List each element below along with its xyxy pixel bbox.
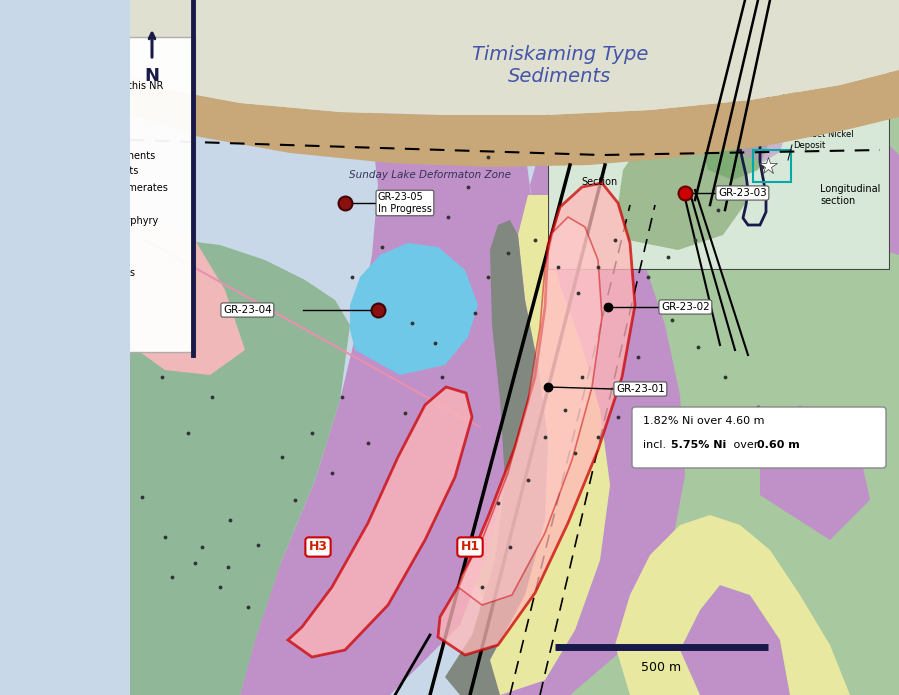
FancyBboxPatch shape <box>632 407 886 468</box>
Bar <box>13 46 30 56</box>
Text: Timiskaming Type Sediments: Timiskaming Type Sediments <box>13 151 156 161</box>
Polygon shape <box>615 515 850 695</box>
Polygon shape <box>830 130 899 255</box>
Polygon shape <box>680 585 790 695</box>
Polygon shape <box>130 225 245 375</box>
Text: Heterolithic Conglomerates: Heterolithic Conglomerates <box>34 183 168 193</box>
Text: GR-23-01: GR-23-01 <box>616 384 664 394</box>
Text: Section: Section <box>582 177 619 187</box>
Bar <box>13 166 30 176</box>
Polygon shape <box>130 70 899 167</box>
Bar <box>13 183 30 193</box>
Text: Mafic Intrusions: Mafic Intrusions <box>34 234 111 243</box>
Polygon shape <box>420 0 899 695</box>
Polygon shape <box>288 387 472 657</box>
Polygon shape <box>350 243 478 375</box>
Bar <box>13 215 30 226</box>
Text: Longitudinal
section: Longitudinal section <box>820 184 880 206</box>
Polygon shape <box>438 183 635 655</box>
Bar <box>13 303 30 313</box>
Polygon shape <box>445 220 548 695</box>
Text: Northern Volcanics: Northern Volcanics <box>13 201 105 211</box>
Text: over: over <box>730 440 761 450</box>
Polygon shape <box>458 217 602 605</box>
Text: 5.75% Ni: 5.75% Ni <box>671 440 726 450</box>
Polygon shape <box>130 240 350 695</box>
Text: Mineralized Zones: Mineralized Zones <box>34 63 123 74</box>
Bar <box>13 63 30 74</box>
Bar <box>13 286 30 296</box>
Text: N: N <box>145 67 159 85</box>
Text: 500 m: 500 m <box>642 661 681 674</box>
Text: 1.82% Ni over 4.60 m: 1.82% Ni over 4.60 m <box>643 416 764 426</box>
Text: Felsic Tuffs: Felsic Tuffs <box>34 286 86 296</box>
Text: GR-23-02: GR-23-02 <box>661 302 709 312</box>
Text: Ultramafic Rocks: Ultramafic Rocks <box>34 251 116 261</box>
Text: Graphitic Mudstones: Graphitic Mudstones <box>34 268 135 278</box>
Polygon shape <box>390 195 610 695</box>
Bar <box>13 251 30 261</box>
Text: Drillhole: Drillhole <box>34 116 75 126</box>
Polygon shape <box>130 265 280 695</box>
Text: Sunday Lake Deformaton Zone: Sunday Lake Deformaton Zone <box>349 170 511 180</box>
Bar <box>5 37 195 352</box>
Text: H3: H3 <box>308 541 327 553</box>
Polygon shape <box>500 125 685 695</box>
Bar <box>13 321 30 331</box>
Text: Assays reported in this NR: Assays reported in this NR <box>34 81 164 91</box>
Text: Assays pending: Assays pending <box>34 99 111 108</box>
Text: incl.: incl. <box>643 440 670 450</box>
Bar <box>13 234 30 243</box>
Text: Historical Drillhole: Historical Drillhole <box>34 133 124 143</box>
Text: Timiskaming Type
Sediments: Timiskaming Type Sediments <box>472 44 648 85</box>
Text: 0.60 m: 0.60 m <box>757 440 800 450</box>
Text: GR-23-05
In Progress: GR-23-05 In Progress <box>378 193 432 214</box>
Text: Fine Grain Sediments: Fine Grain Sediments <box>34 166 138 176</box>
Polygon shape <box>240 0 535 695</box>
Text: H1: H1 <box>460 541 479 553</box>
Text: Mafic Volcanics: Mafic Volcanics <box>34 303 109 313</box>
Bar <box>0 0 130 695</box>
Text: Archer Property: Archer Property <box>34 46 111 56</box>
Text: Quartz-Feldspar Porphyry: Quartz-Feldspar Porphyry <box>34 215 158 226</box>
Polygon shape <box>130 0 899 115</box>
Bar <box>13 268 30 278</box>
Bar <box>130 0 899 695</box>
Polygon shape <box>760 405 870 540</box>
Text: GR-23-03: GR-23-03 <box>718 188 767 198</box>
Text: Mafic Tuffs: Mafic Tuffs <box>34 321 85 331</box>
Text: GR-23-04: GR-23-04 <box>223 305 271 315</box>
